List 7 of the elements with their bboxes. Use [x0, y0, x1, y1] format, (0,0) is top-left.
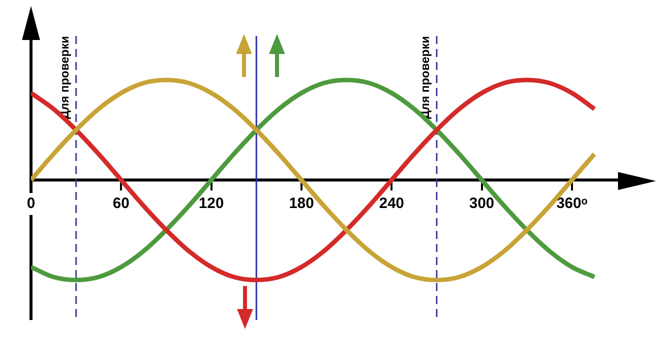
x-tick-label: 300 [469, 195, 494, 212]
x-tick-label: 0 [26, 195, 36, 212]
x-tick-label: 120 [198, 195, 224, 212]
x-tick-label: 240 [379, 195, 404, 212]
x-tick-label: 60 [112, 195, 130, 212]
x-tick-label: 180 [288, 195, 314, 212]
x-tick-label: 360ᵒ [556, 195, 588, 212]
